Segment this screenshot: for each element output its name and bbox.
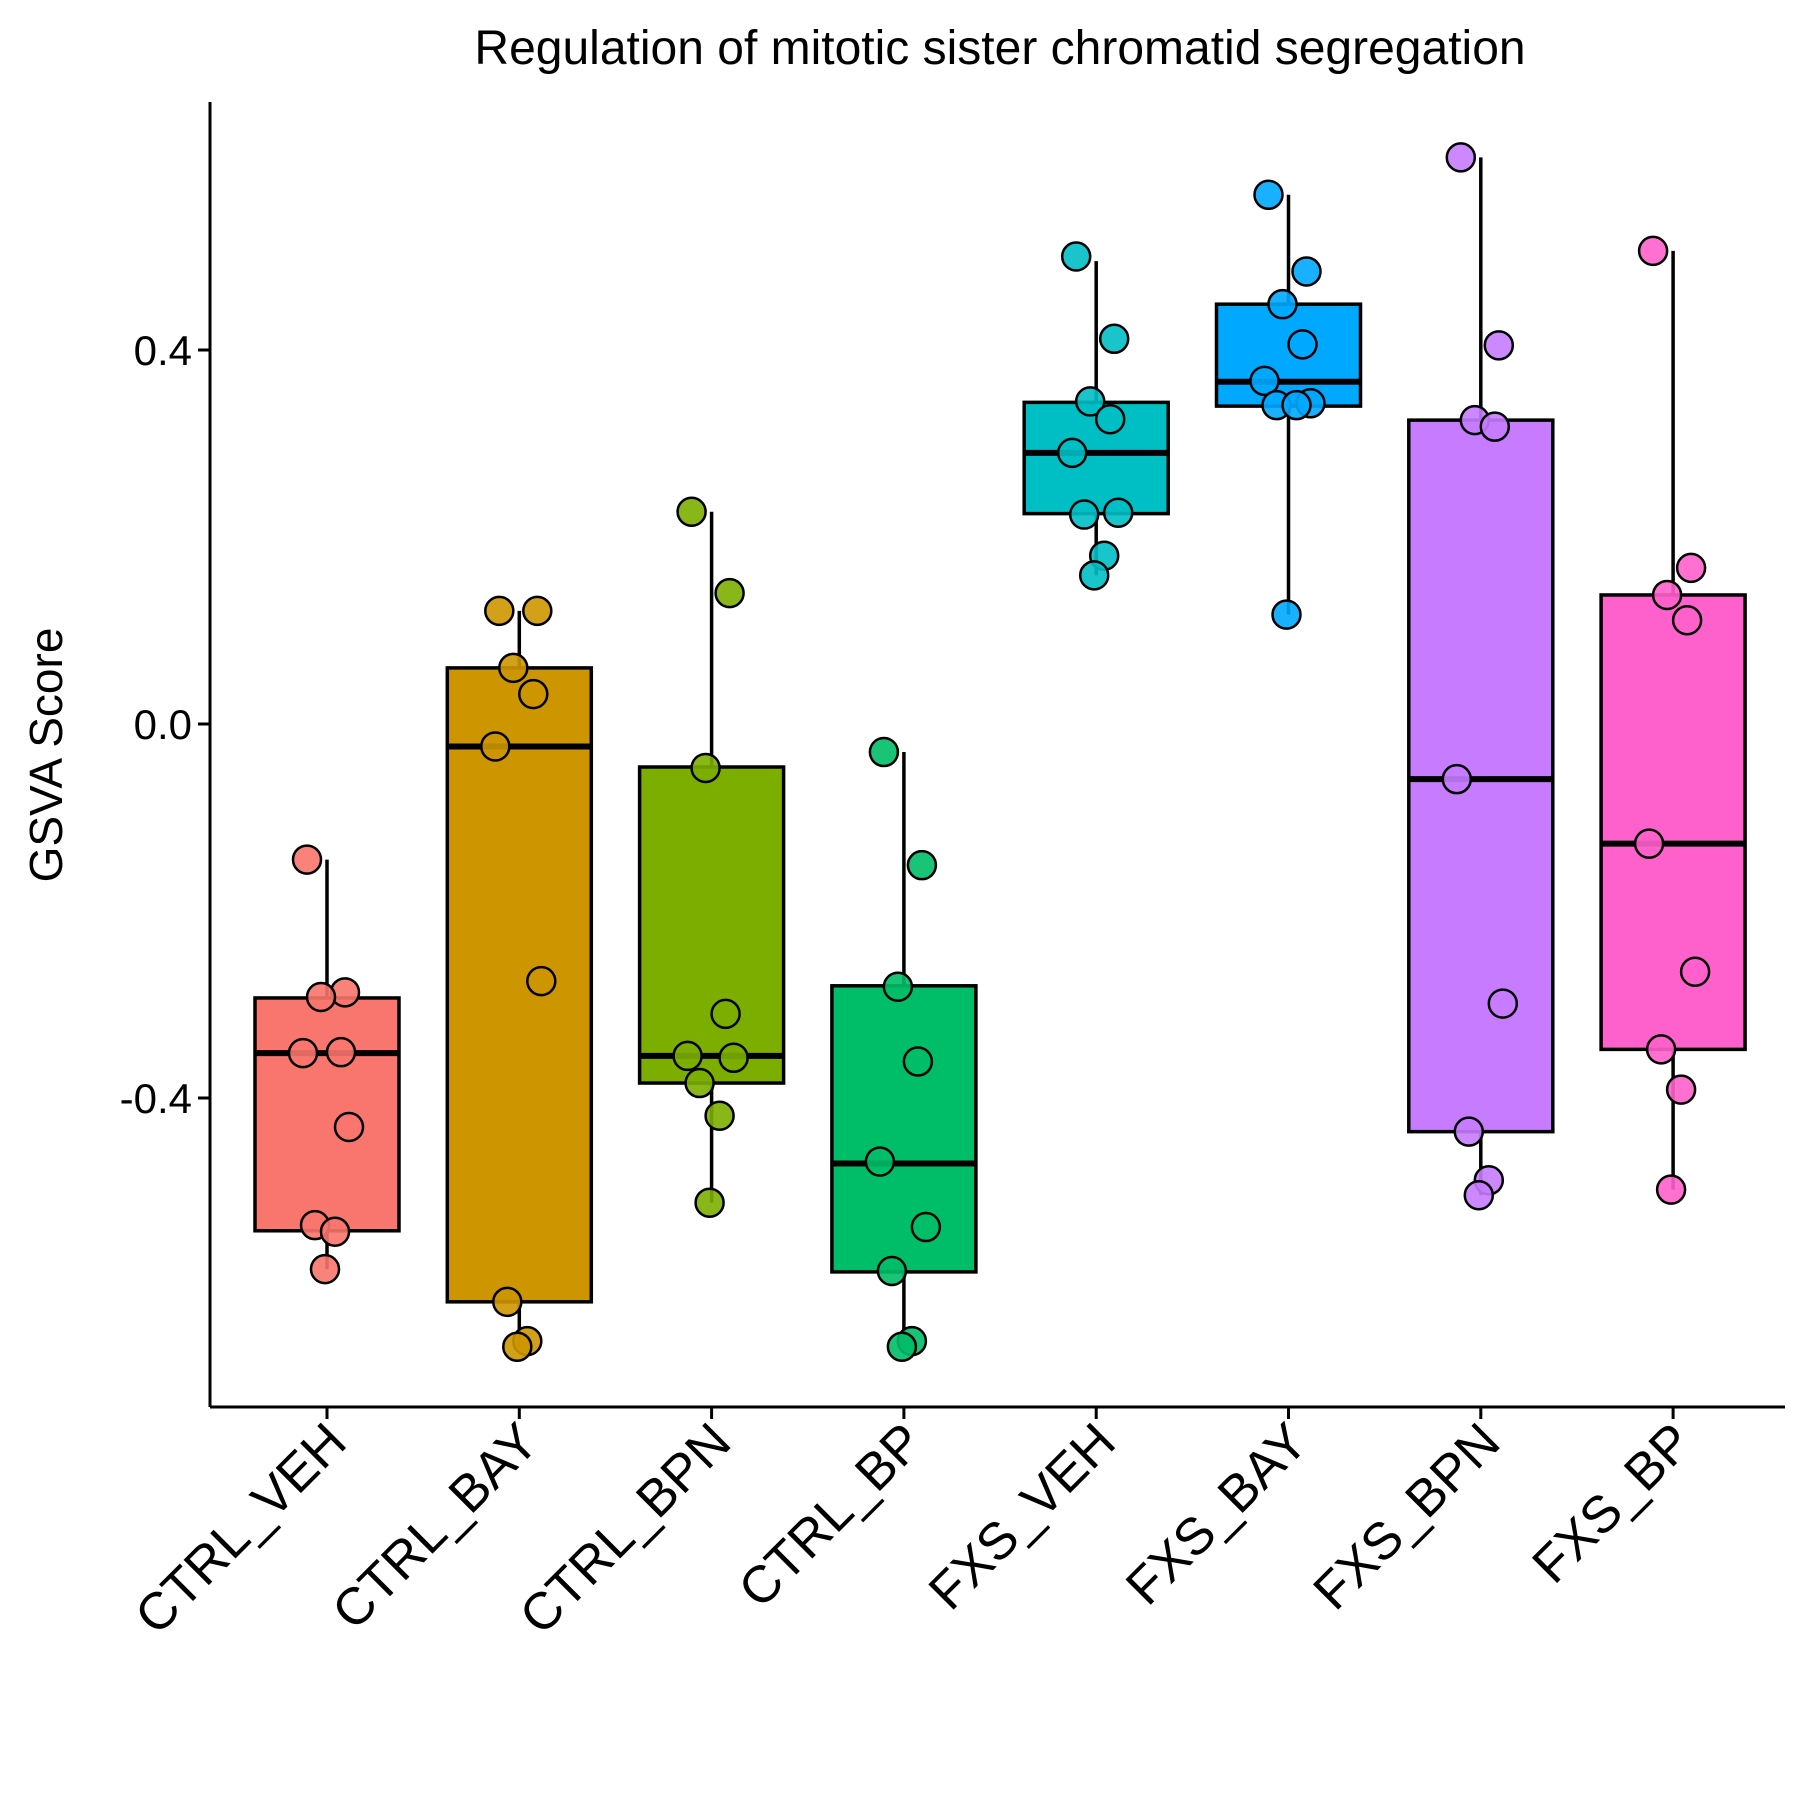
data-point bbox=[526, 965, 557, 997]
box-group-ctrl-bp bbox=[830, 736, 978, 1362]
x-tick-label: FXS_BP bbox=[1522, 1412, 1704, 1594]
data-point bbox=[704, 1100, 735, 1132]
data-point bbox=[1655, 1174, 1687, 1205]
data-point bbox=[902, 1046, 934, 1077]
data-point bbox=[309, 1253, 341, 1285]
data-point bbox=[291, 844, 323, 875]
data-point bbox=[1645, 1034, 1677, 1065]
data-point bbox=[684, 1067, 715, 1099]
data-point bbox=[876, 1255, 908, 1287]
box-group-ctrl-bpn bbox=[637, 496, 786, 1218]
data-point bbox=[484, 595, 515, 627]
data-point bbox=[1249, 365, 1280, 397]
data-point bbox=[910, 1211, 942, 1243]
box bbox=[1214, 302, 1363, 408]
data-point bbox=[1102, 497, 1134, 528]
data-point bbox=[1060, 241, 1092, 272]
data-point bbox=[502, 1331, 533, 1362]
data-point bbox=[882, 971, 914, 1002]
data-point bbox=[1094, 403, 1126, 435]
x-tick-label: CTRL_BP bbox=[728, 1412, 935, 1619]
x-tick-label: FXS_BPN bbox=[1303, 1412, 1512, 1621]
data-point bbox=[1479, 411, 1511, 442]
data-point bbox=[1633, 828, 1665, 859]
data-point bbox=[1445, 142, 1477, 173]
data-point bbox=[1637, 235, 1669, 267]
data-point bbox=[1487, 988, 1519, 1019]
data-point bbox=[1671, 604, 1703, 636]
box-group-fxs-bpn bbox=[1407, 142, 1555, 1211]
data-point bbox=[1056, 437, 1088, 469]
y-tick-label: 0.0 bbox=[134, 701, 192, 748]
data-point bbox=[1271, 599, 1302, 630]
x-tick-label: CTRL_BPN bbox=[509, 1412, 742, 1645]
box bbox=[253, 996, 401, 1233]
x-tick-label: FXS_VEH bbox=[918, 1412, 1127, 1621]
data-point bbox=[886, 1331, 918, 1362]
data-point bbox=[1463, 1179, 1495, 1211]
data-point bbox=[1651, 579, 1683, 611]
y-tick-label: -0.4 bbox=[120, 1075, 192, 1122]
plot-area: 0.40.0-0.4CTRL_VEHCTRL_BAYCTRL_BPNCTRL_B… bbox=[120, 102, 1785, 1646]
data-point bbox=[714, 577, 745, 609]
data-point bbox=[1253, 179, 1284, 211]
data-point bbox=[1068, 499, 1100, 530]
data-point bbox=[498, 652, 529, 684]
data-point bbox=[1287, 329, 1318, 360]
data-point bbox=[1483, 330, 1515, 361]
box-group-fxs-bp bbox=[1599, 235, 1747, 1205]
data-point bbox=[672, 1040, 703, 1072]
data-point bbox=[522, 595, 553, 627]
box-group-ctrl-veh bbox=[253, 844, 401, 1285]
chart-title: Regulation of mitotic sister chromatid s… bbox=[474, 22, 1525, 75]
data-point bbox=[868, 736, 900, 768]
box bbox=[637, 765, 786, 1085]
data-point bbox=[1098, 323, 1130, 355]
box bbox=[1407, 418, 1555, 1134]
data-point bbox=[1665, 1074, 1697, 1105]
data-point bbox=[1074, 386, 1106, 417]
data-point bbox=[864, 1146, 896, 1177]
box-group-ctrl-bay bbox=[445, 595, 594, 1362]
data-point bbox=[319, 1216, 351, 1247]
data-point bbox=[694, 1187, 725, 1218]
data-point bbox=[1441, 763, 1473, 795]
data-point bbox=[333, 1111, 365, 1143]
data-point bbox=[1675, 552, 1707, 584]
data-point bbox=[492, 1286, 523, 1318]
data-point bbox=[480, 731, 511, 762]
box bbox=[445, 666, 594, 1304]
data-point bbox=[518, 678, 549, 710]
x-tick-label: FXS_BAY bbox=[1115, 1412, 1319, 1616]
x-tick-label: CTRL_VEH bbox=[124, 1412, 357, 1645]
box-group-fxs-veh bbox=[1022, 241, 1170, 591]
data-point bbox=[1267, 288, 1298, 320]
data-point bbox=[906, 849, 938, 881]
data-point bbox=[1281, 389, 1312, 421]
data-point bbox=[718, 1042, 749, 1074]
data-point bbox=[325, 1036, 357, 1068]
data-point bbox=[287, 1037, 319, 1069]
data-point bbox=[690, 752, 721, 784]
data-point bbox=[1078, 560, 1110, 591]
data-point bbox=[676, 496, 707, 528]
data-point bbox=[1291, 256, 1322, 287]
data-point bbox=[305, 981, 337, 1013]
y-axis-label: GSVA Score bbox=[20, 628, 72, 883]
data-point bbox=[710, 998, 741, 1030]
data-point bbox=[1453, 1116, 1485, 1147]
box bbox=[830, 984, 978, 1274]
box bbox=[1599, 593, 1747, 1052]
data-point bbox=[1679, 956, 1711, 988]
box-group-fxs-bay bbox=[1214, 179, 1363, 630]
y-tick-label: 0.4 bbox=[134, 327, 192, 374]
